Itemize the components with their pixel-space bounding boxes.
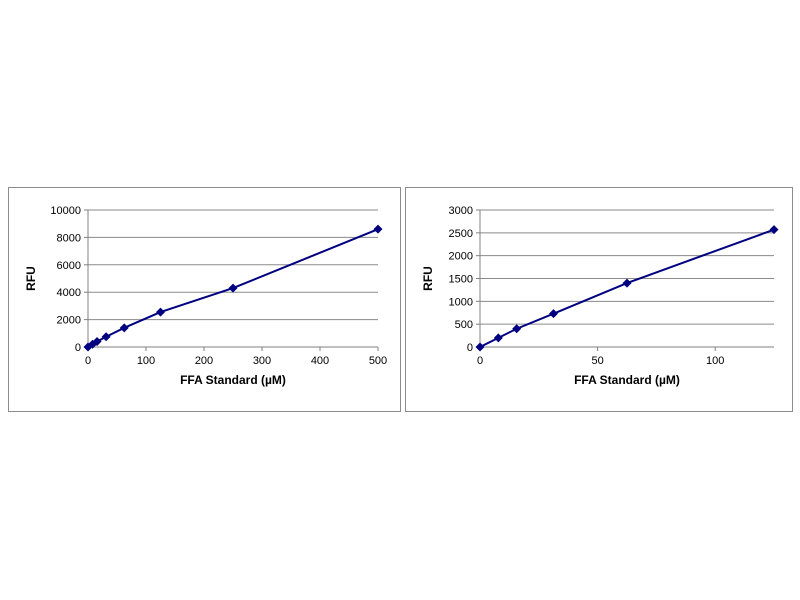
chart-panel-right: 0 500 1000 1500 2000 2500 3000 0 50 100 FFA Standa… — [405, 187, 793, 412]
data-point — [493, 333, 503, 343]
gridlines — [88, 209, 378, 321]
data-point — [228, 283, 238, 293]
y-axis-title: RFU — [24, 266, 38, 291]
y-tick-label: 2500 — [449, 228, 473, 240]
y-tick-label: 0 — [467, 342, 473, 354]
y-tick-label: 500 — [455, 319, 473, 331]
chart-panel-left: 0 2000 4000 6000 8000 10000 0 100 200 300 400 500 FF… — [8, 187, 401, 412]
gridlines — [480, 209, 774, 325]
y-tick-label: 0 — [75, 342, 81, 354]
series-line — [479, 228, 775, 348]
x-tick-label: 300 — [253, 355, 271, 367]
x-axis-title: FFA Standard (µM) — [180, 373, 286, 387]
y-tick-label: 1000 — [449, 296, 473, 308]
x-tick-label: 100 — [706, 355, 724, 367]
data-point — [512, 324, 522, 334]
rfu-vs-ffa-chart-full-range: 0 2000 4000 6000 8000 10000 0 100 200 300 400 500 FF… — [24, 205, 387, 387]
data-point — [156, 307, 165, 317]
data-point — [622, 278, 632, 288]
x-tick-label: 200 — [195, 355, 213, 367]
data-point — [475, 342, 485, 352]
y-tick-label: 8000 — [57, 232, 81, 244]
y-axis-title: RFU — [421, 266, 435, 291]
y-tick-label: 10000 — [50, 205, 81, 217]
y-tick-label: 1500 — [449, 274, 473, 286]
y-tick-label: 3000 — [449, 205, 473, 217]
x-tick-label: 100 — [137, 355, 155, 367]
y-tick-label: 4000 — [57, 287, 81, 299]
x-tick-label: 50 — [591, 355, 603, 367]
y-tick-label: 2000 — [449, 251, 473, 263]
data-point — [92, 337, 102, 347]
data-point — [769, 225, 779, 235]
y-tick-label: 6000 — [57, 260, 81, 272]
x-tick-label: 0 — [477, 355, 483, 367]
data-point — [119, 323, 129, 333]
data-point — [101, 332, 111, 342]
x-tick-label: 500 — [369, 355, 387, 367]
y-tick-label: 2000 — [57, 315, 81, 327]
rfu-vs-ffa-chart-low-range: 0 500 1000 1500 2000 2500 3000 0 50 100 FFA Standa… — [421, 205, 779, 387]
data-point — [549, 309, 558, 319]
data-point — [373, 224, 383, 234]
x-axis-title: FFA Standard (µM) — [574, 373, 680, 387]
x-tick-label: 400 — [311, 355, 329, 367]
x-tick-label: 0 — [85, 355, 91, 367]
